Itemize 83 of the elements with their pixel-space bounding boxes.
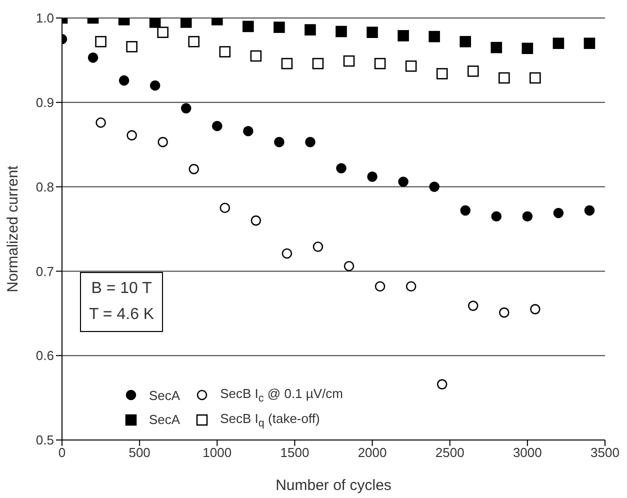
point: [126, 41, 138, 52]
y-tick-label: 0.8: [36, 179, 54, 194]
point: [491, 211, 502, 222]
point: [243, 126, 254, 136]
point: [150, 80, 160, 91]
point: [274, 136, 284, 148]
point: [429, 182, 440, 192]
y-tick-label: 0.6: [36, 348, 54, 364]
point: [498, 72, 510, 84]
point: [305, 136, 316, 148]
point: [436, 379, 448, 390]
point: [219, 46, 231, 58]
point: [312, 58, 324, 70]
point: [149, 18, 161, 28]
point: [499, 307, 510, 318]
y-tick-label: 0.7: [36, 264, 54, 279]
annotation: B = 10 T: [90, 279, 153, 299]
point: [274, 22, 285, 33]
point: [468, 300, 478, 311]
point: [428, 30, 440, 42]
legend-label: SecB I$_{q}$ (take-off): [220, 410, 320, 430]
point: [312, 242, 324, 252]
point: [336, 26, 347, 38]
point: [250, 50, 262, 62]
point: [398, 176, 408, 187]
point: [250, 215, 262, 226]
point: [405, 60, 417, 72]
y-axis-title: Normalized current: [4, 164, 22, 292]
point: [552, 38, 564, 49]
point: [460, 36, 472, 48]
point: [180, 103, 192, 114]
x-tick-label: 3000: [512, 445, 542, 460]
y-tick-label: 1.0: [36, 10, 54, 26]
point: [490, 42, 502, 54]
x-tick-label: 3500: [590, 445, 620, 460]
x-tick-label: 2000: [358, 445, 387, 460]
point: [584, 205, 595, 216]
point: [367, 172, 378, 182]
point: [584, 38, 596, 49]
x-tick-label: 0: [58, 445, 66, 460]
point: [374, 58, 386, 70]
point: [304, 24, 316, 36]
point: [158, 136, 168, 148]
x-tick-label: 1500: [280, 445, 310, 460]
point: [336, 163, 346, 174]
point: [88, 52, 98, 63]
point: [281, 58, 293, 70]
point: [344, 260, 354, 272]
x-tick-label: 500: [128, 445, 150, 460]
point: [212, 120, 222, 132]
x-tick-label: 2500: [435, 445, 464, 460]
point: [530, 304, 540, 314]
point: [374, 281, 386, 292]
point: [126, 130, 137, 140]
point: [460, 205, 471, 216]
point: [530, 72, 541, 84]
point: [118, 75, 130, 86]
point: [398, 30, 409, 42]
point: [242, 20, 254, 32]
annotation: T = 4.6 K: [89, 305, 154, 325]
point: [96, 118, 106, 128]
point: [366, 26, 378, 38]
point: [343, 55, 355, 67]
legend-label: SecA: [149, 412, 180, 428]
x-axis-title: Number of cycles: [276, 477, 392, 494]
point: [157, 26, 168, 38]
point: [553, 208, 564, 218]
point: [436, 68, 448, 80]
y-tick-label: 0.9: [36, 95, 54, 110]
point: [522, 211, 533, 222]
point: [188, 36, 200, 48]
legend-label: SecB I$_{c}$ @ 0.1 µV/cm: [220, 386, 344, 405]
point: [467, 66, 479, 77]
point: [180, 18, 192, 28]
point: [522, 42, 534, 54]
point: [220, 202, 230, 214]
y-tick-label: 0.5: [36, 432, 54, 448]
point: [406, 281, 416, 292]
point: [95, 36, 106, 48]
point: [188, 164, 200, 174]
x-tick-label: 1000: [202, 445, 232, 460]
legend-label: SecA: [149, 388, 180, 403]
point: [282, 248, 292, 259]
